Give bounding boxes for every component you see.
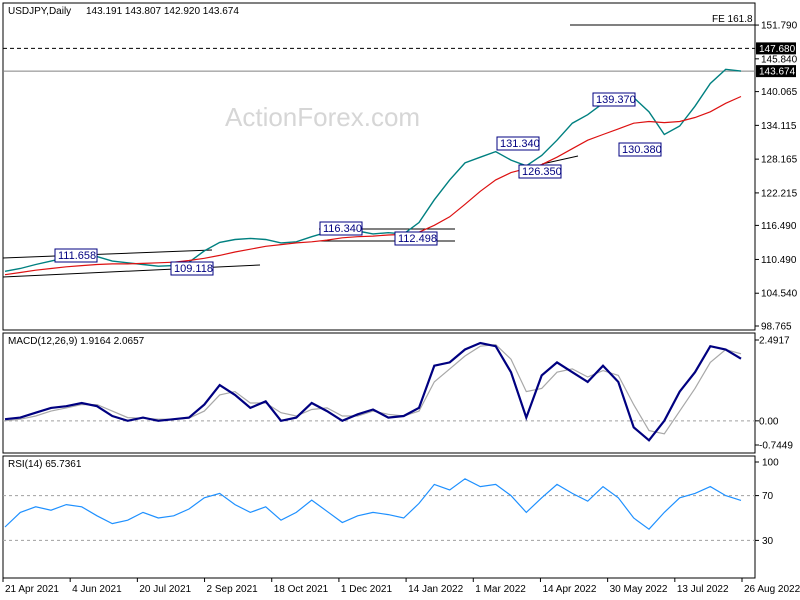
fibonacci-label: FE 161.8	[712, 14, 753, 25]
annotation-label: 126.350	[522, 166, 562, 178]
wave-line	[541, 155, 579, 165]
macd-panel: MACD(12,26,9) 1.9164 2.0657 2.4917 0.00 -0…	[2, 332, 793, 454]
ohlc-label: 143.191 143.807 142.920 143.674	[86, 6, 239, 17]
y-tick-label: 110.490	[761, 255, 797, 266]
rsi-panel: RSI(14) 65.7361 100 70 30	[2, 455, 779, 579]
x-tick-label: 14 Jan 2022	[408, 584, 463, 595]
annotation-label: 116.340	[323, 223, 362, 235]
annotation-box	[592, 92, 636, 107]
price-panel-frame	[2, 2, 756, 331]
x-tick-label: 21 Apr 2021	[5, 584, 59, 595]
y-tick-label: 140.065	[761, 87, 798, 98]
y-tick-label: 2.4917	[759, 336, 790, 347]
annotation-box	[319, 221, 363, 236]
y-tick-label: 104.540	[761, 289, 798, 300]
trend-line-upper	[2, 249, 213, 259]
macd-signal-line	[4, 343, 742, 435]
y-tick-label: 134.115	[761, 121, 797, 132]
y-tick-label: 122.215	[761, 188, 798, 199]
watermark: ActionForex.com	[225, 102, 420, 132]
y-tick-label: 128.165	[761, 155, 798, 166]
rsi-line	[4, 478, 742, 531]
x-tick-label: 18 Oct 2021	[274, 584, 329, 595]
annotation-box	[518, 164, 562, 179]
annotation-label: 131.340	[500, 138, 540, 150]
price-annotations: 111.658 109.118 116.340 112.498 131.340 …	[54, 92, 662, 276]
price-tag-label: 143.674	[759, 67, 796, 78]
y-tick-label: 0.00	[759, 416, 779, 427]
y-tick-label: 30	[762, 536, 774, 547]
macd-y-axis: 2.4917 0.00 -0.7449	[755, 336, 793, 452]
macd-line	[4, 341, 742, 442]
x-tick-label: 2 Sep 2021	[207, 584, 259, 595]
annotation-box	[170, 261, 214, 276]
rsi-title: RSI(14) 65.7361	[8, 459, 82, 470]
annotation-box	[394, 231, 438, 246]
rsi-panel-frame	[2, 455, 756, 579]
price-panel: USDJPY,Daily 143.191 143.807 142.920 143…	[2, 2, 798, 333]
x-tick-label: 26 Aug 2022	[744, 584, 800, 595]
price-tag-label: 147.680	[759, 44, 796, 55]
symbol-label: USDJPY,Daily	[8, 6, 71, 17]
annotation-box	[618, 142, 662, 157]
y-tick-label: 98.765	[761, 322, 792, 333]
annotation-label: 109.118	[174, 263, 213, 275]
macd-panel-frame	[2, 332, 756, 454]
annotation-box	[54, 248, 98, 263]
y-tick-label: 145.840	[761, 54, 798, 65]
rsi-y-axis: 100 70 30	[755, 458, 779, 547]
x-tick-label: 13 Jul 2022	[677, 584, 729, 595]
macd-title: MACD(12,26,9) 1.9164 2.0657	[8, 336, 145, 347]
annotation-label: 130.380	[622, 144, 662, 156]
annotation-label: 112.498	[398, 233, 437, 245]
x-tick-label: 1 Dec 2021	[341, 584, 393, 595]
price-tag-box	[756, 65, 796, 78]
moving-average-line	[4, 95, 742, 276]
annotation-box	[496, 136, 540, 151]
x-tick-label: 14 Apr 2022	[542, 584, 596, 595]
x-tick-label: 30 May 2022	[610, 584, 668, 595]
x-tick-label: 4 Jun 2021	[72, 584, 122, 595]
x-tick-label: 1 Mar 2022	[475, 584, 526, 595]
y-tick-label: 70	[762, 491, 774, 502]
price-y-axis: 151.790 145.840 140.065 134.115 128.165 122.2…	[755, 21, 798, 333]
annotation-label: 139.370	[596, 94, 636, 106]
y-tick-label: 100	[762, 458, 779, 469]
y-tick-label: 116.490	[761, 221, 797, 232]
y-tick-label: 151.790	[761, 21, 798, 32]
trend-line-lower	[2, 264, 261, 278]
y-tick-label: -0.7449	[759, 441, 793, 452]
annotation-label: 111.658	[58, 250, 96, 262]
x-axis: 21 Apr 2021 4 Jun 2021 20 Jul 2021 2 Sep 20…	[2, 578, 800, 595]
x-tick-label: 20 Jul 2021	[139, 584, 191, 595]
price-tag-box	[756, 42, 796, 55]
